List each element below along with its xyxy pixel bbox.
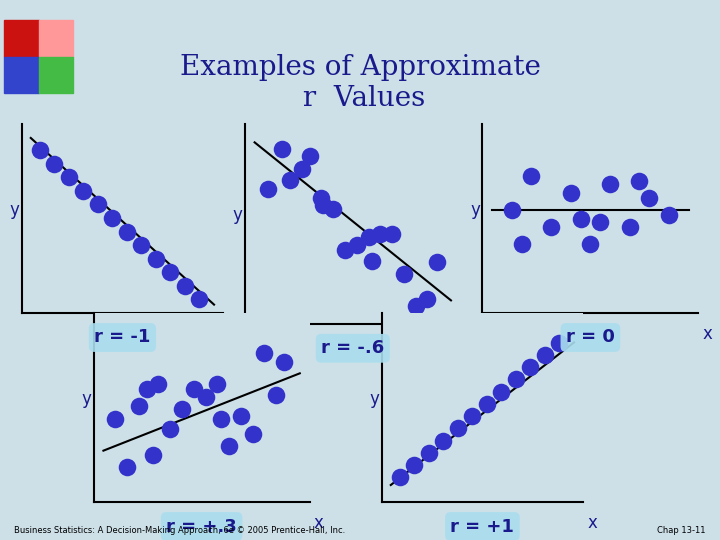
Point [410,302,421,310]
Point [304,152,315,160]
Y-axis label: y: y [369,390,379,408]
Text: r = -1: r = -1 [94,328,150,347]
Point [263,185,274,194]
Point [63,173,75,181]
Point [510,375,522,384]
Point [394,473,405,482]
Text: r = -.6: r = -.6 [321,339,384,357]
Text: Business Statistics: A Decision-Making Approach, 6e © 2005 Prentice-Hall, Inc.: Business Statistics: A Decision-Making A… [14,525,346,535]
Point [34,146,45,154]
Point [363,233,374,242]
Point [481,400,492,408]
Point [438,436,449,445]
Text: x: x [228,325,237,342]
Point [585,240,596,249]
Bar [39,57,73,93]
Point [164,424,176,433]
Point [188,384,199,393]
Point [387,230,398,238]
Point [554,339,565,347]
Point [624,223,636,232]
Bar [4,20,39,57]
Point [374,230,386,238]
Point [212,380,223,389]
Y-axis label: y: y [233,206,243,224]
Point [328,205,339,214]
Point [516,240,528,249]
Point [276,145,288,153]
Point [604,180,616,188]
Point [194,295,205,304]
Point [467,412,478,421]
Point [247,430,258,438]
Y-axis label: y: y [470,201,480,219]
Point [339,246,351,254]
Point [223,442,235,450]
Y-axis label: y: y [81,390,91,408]
Point [409,461,420,469]
Point [279,358,290,367]
Point [150,254,162,263]
Point [147,450,158,459]
Point [366,257,378,266]
Point [235,411,247,420]
Text: x: x [314,514,324,531]
Text: x: x [465,336,475,354]
Point [49,159,60,168]
Point [215,415,227,423]
Point [539,350,551,359]
Point [644,194,655,202]
Point [199,393,211,401]
Point [452,424,464,433]
Point [153,379,164,388]
Point [284,176,296,184]
Point [271,390,282,399]
Point [133,401,145,410]
Point [135,241,147,249]
Point [495,387,507,396]
Point [165,268,176,276]
Point [526,171,537,180]
Point [545,223,557,232]
Point [258,349,270,357]
Point [141,384,153,393]
Point [663,211,675,220]
Point [296,164,307,173]
Point [179,281,191,290]
Point [506,206,518,214]
Point [351,241,362,249]
Point [525,363,536,372]
Point [315,193,327,202]
Point [565,188,577,197]
Text: Examples of Approximate
 r  Values: Examples of Approximate r Values [179,54,541,112]
Point [176,405,188,414]
Point [78,186,89,195]
Point [634,177,645,185]
Text: Chap 13-11: Chap 13-11 [657,525,706,535]
Point [121,462,132,471]
Bar [4,57,39,93]
Point [431,258,443,266]
Text: r = +1: r = +1 [451,517,514,536]
Y-axis label: y: y [9,201,19,219]
Text: r = +.3: r = +.3 [166,517,237,536]
Point [107,214,118,222]
Text: r = 0: r = 0 [566,328,615,347]
Text: x: x [703,325,713,342]
Point [575,214,586,223]
Text: x: x [588,514,597,531]
Point [121,227,132,236]
Point [422,295,433,303]
Bar [39,20,73,57]
Point [318,201,329,210]
Point [92,200,104,208]
Point [595,218,606,226]
Point [398,269,410,278]
Point [109,415,121,423]
Point [423,449,435,457]
